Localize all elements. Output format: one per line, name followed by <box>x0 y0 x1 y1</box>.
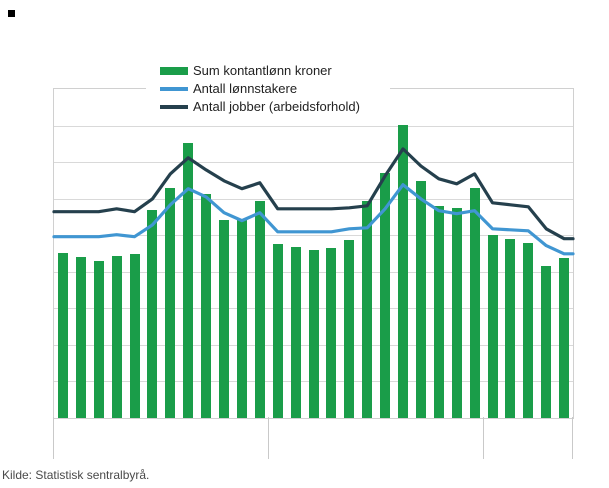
x-axis-tick <box>53 417 54 459</box>
bar <box>541 265 552 418</box>
bar <box>469 187 480 418</box>
bar <box>326 247 337 418</box>
legend-item-antall-lonnstakere[interactable]: Antall lønnstakere <box>160 80 390 98</box>
bar <box>165 187 176 418</box>
plot-area <box>52 88 575 419</box>
bar <box>398 124 408 418</box>
x-axis-tick <box>267 417 269 459</box>
bar <box>183 143 194 418</box>
gridline <box>54 125 573 127</box>
bar <box>380 172 391 418</box>
bar <box>272 243 283 418</box>
bar <box>344 239 355 418</box>
legend-label: Sum kontantlønn kroner <box>193 63 332 78</box>
bar <box>523 242 534 418</box>
series-line <box>52 183 575 256</box>
chart-legend: Sum kontantlønn kroner Antall lønnstaker… <box>146 57 390 119</box>
bar <box>362 200 373 418</box>
lines-layer <box>52 147 575 256</box>
bar <box>93 261 104 418</box>
bar <box>129 253 140 418</box>
bar <box>290 246 301 418</box>
bar <box>415 180 426 418</box>
legend-line-swatch-icon <box>160 87 188 91</box>
bar <box>201 193 212 418</box>
legend-item-antall-jobber[interactable]: Antall jobber (arbeidsforhold) <box>160 98 390 116</box>
bar <box>236 219 247 418</box>
page-marker-artifact <box>8 10 15 17</box>
gridline <box>54 198 573 200</box>
bar <box>433 206 444 418</box>
x-axis-tick <box>482 417 484 459</box>
bar <box>308 249 319 418</box>
gridline <box>54 162 573 164</box>
legend-label: Antall lønnstakere <box>193 81 298 96</box>
bar <box>75 257 86 418</box>
bars-layer <box>54 89 573 418</box>
bar <box>219 219 229 418</box>
bar <box>147 210 158 418</box>
bar <box>451 208 462 418</box>
bar <box>111 255 122 418</box>
x-axis-tick <box>572 417 573 459</box>
legend-item-sum-kontantlonn[interactable]: Sum kontantlønn kroner <box>160 62 390 80</box>
series-line <box>52 147 575 241</box>
legend-bar-swatch-icon <box>160 67 188 75</box>
gridline <box>54 235 573 237</box>
bar <box>505 238 516 418</box>
legend-label: Antall jobber (arbeidsforhold) <box>193 99 360 114</box>
bar <box>57 252 68 418</box>
bar <box>559 257 570 418</box>
source-note: Kilde: Statistisk sentralbyrå. <box>2 468 150 482</box>
legend-line-swatch-icon <box>160 105 188 109</box>
bar <box>487 234 498 418</box>
bar <box>254 200 265 418</box>
